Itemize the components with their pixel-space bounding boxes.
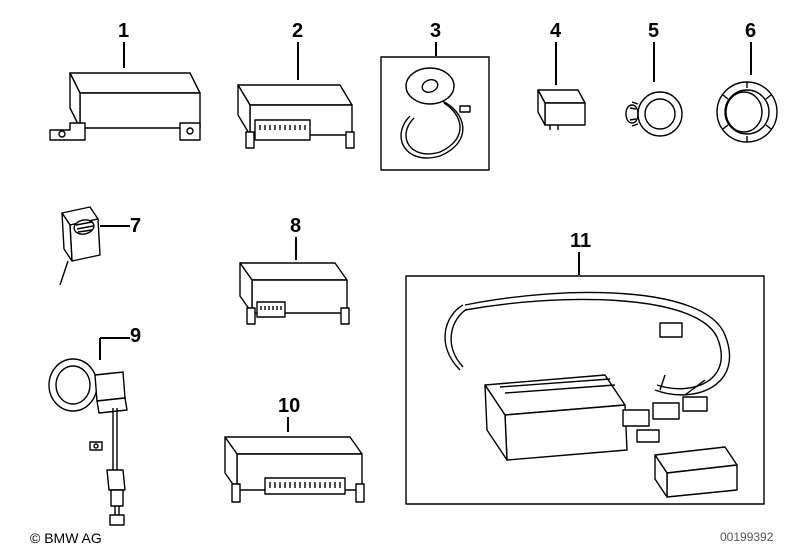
leader-11 (578, 252, 580, 275)
leader-1 (123, 42, 125, 68)
leader-10 (287, 417, 289, 432)
part-10-module (210, 432, 370, 517)
label-8: 8 (290, 215, 301, 238)
leader-3 (435, 42, 437, 56)
part-7-led (50, 205, 110, 295)
label-4: 4 (550, 20, 561, 43)
label-2: 2 (292, 20, 303, 43)
leader-4 (555, 42, 557, 85)
label-5: 5 (648, 20, 659, 43)
doc-id: 00199392 (720, 530, 773, 544)
leader-8 (295, 237, 297, 260)
leader-2 (297, 42, 299, 80)
label-10: 10 (278, 395, 300, 418)
part-6-bezel-ring (710, 75, 784, 149)
part-2-module (220, 80, 360, 165)
label-11: 11 (570, 230, 591, 253)
leader-5 (653, 42, 655, 82)
part-8-module (225, 258, 355, 338)
leader-6 (750, 42, 752, 75)
label-1: 1 (118, 20, 129, 43)
part-3-framed-sensor (380, 56, 490, 171)
part-5-cylinder-sensor (620, 82, 688, 150)
part-9-siren (45, 350, 165, 530)
part-11-kit (405, 275, 765, 505)
part-4-small-module (530, 85, 590, 135)
part-1-module (40, 68, 205, 158)
copyright-text: © BMW AG (30, 530, 102, 546)
diagram-canvas: 1 2 3 4 5 6 7 8 9 10 11 (0, 0, 799, 559)
label-3: 3 (430, 20, 441, 43)
label-6: 6 (745, 20, 756, 43)
